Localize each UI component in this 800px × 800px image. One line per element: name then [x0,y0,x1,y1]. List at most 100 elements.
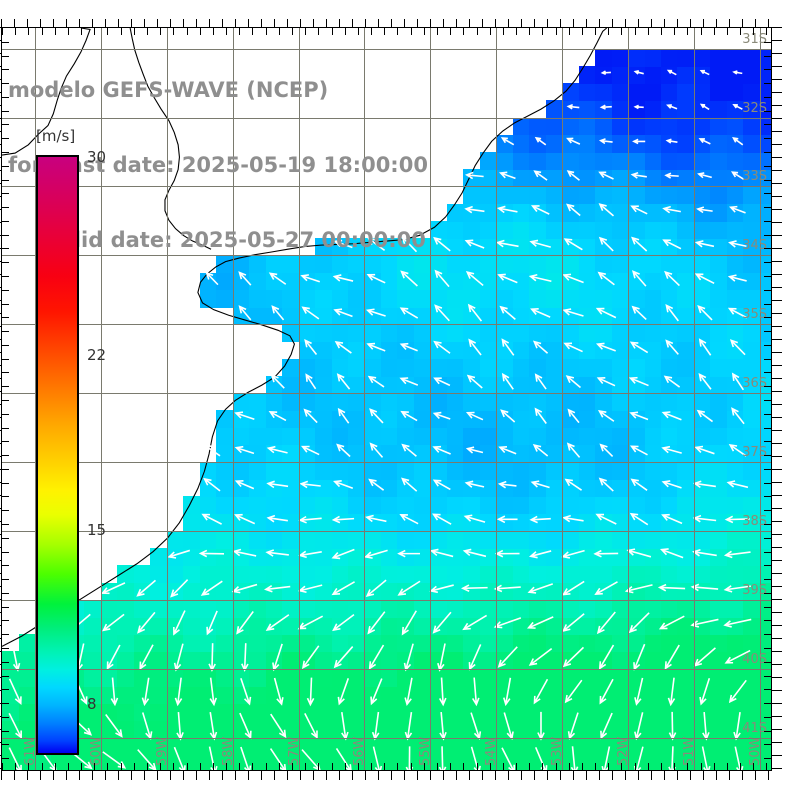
ruler-tick [772,404,782,405]
raster-cell [743,513,761,532]
raster-cell [348,599,366,618]
raster-cell [348,634,366,653]
raster-cell [183,651,201,670]
raster-cell [628,668,646,687]
raster-cell [743,152,761,170]
raster-cell [661,152,679,170]
raster-cell [282,513,300,532]
raster-cell [380,393,399,411]
raster-cell [380,703,399,721]
ruler-tick [144,19,145,28]
raster-cell [249,703,267,721]
raster-cell [578,324,596,343]
ruler-tick [339,19,340,28]
raster-cell [545,496,563,515]
raster-cell [710,496,728,515]
raster-cell [282,754,300,770]
raster-cell [430,307,448,325]
raster-cell [611,324,629,343]
raster-cell [150,634,168,653]
raster-cell [611,100,629,119]
raster-cell [216,685,234,704]
raster-cell [726,220,745,239]
raster-cell [661,307,679,325]
raster-cell [759,375,771,394]
raster-cell [677,685,695,704]
raster-cell [644,720,662,739]
raster-cell [413,651,432,670]
raster-cell [84,737,102,756]
raster-cell [693,375,712,394]
raster-cell [628,565,646,584]
raster-cell [743,668,761,687]
raster-cell [331,496,349,515]
raster-cell [199,651,217,670]
ruler-tick [352,19,353,28]
raster-cell [759,496,771,515]
raster-cell [265,393,283,411]
ruler-tick [772,118,782,119]
raster-cell [512,410,530,429]
raster-cell [611,754,629,770]
raster-cell [611,358,629,377]
raster-cell [463,444,481,463]
raster-cell [661,289,679,308]
raster-cell [166,651,184,670]
raster-cell [726,203,745,222]
raster-cell [644,169,662,188]
raster-cell [446,427,464,446]
raster-cell [644,117,662,136]
raster-cell [628,720,646,739]
raster-cell [512,737,530,756]
raster-cell [51,754,69,770]
raster-cell [413,393,432,411]
raster-cell [380,427,399,446]
raster-cell [759,737,771,756]
raster-cell [282,496,300,515]
raster-cell [430,496,448,515]
raster-cell [562,393,580,411]
raster-cell [743,220,761,239]
raster-cell [578,255,596,274]
raster-cell [348,703,366,721]
raster-cell [348,513,366,532]
raster-cell [661,203,679,222]
raster-cell [479,720,497,739]
raster-cell [710,393,728,411]
raster-cell [628,651,646,670]
ruler-tick [772,287,782,288]
raster-cell [710,255,728,274]
raster-cell [628,272,646,291]
raster-cell [595,358,613,377]
ruler-tick [183,19,184,28]
raster-cell [743,444,761,463]
raster-cell [364,754,382,770]
raster-cell [463,634,481,653]
ruler-tick [772,183,782,184]
raster-cell [759,548,771,566]
raster-cell [726,582,745,601]
ruler-tick [599,19,600,28]
raster-cell [644,462,662,480]
ruler-tick [79,771,80,780]
raster-cell [595,479,613,498]
raster-cell [677,289,695,308]
raster-cell [677,582,695,601]
raster-cell [628,83,646,101]
raster-cell [562,582,580,601]
raster-cell [479,703,497,721]
raster-cell [628,307,646,325]
raster-cell [282,444,300,463]
raster-cell [628,427,646,446]
ruler-tick [772,768,782,769]
raster-cell [331,444,349,463]
raster-cell [282,582,300,601]
raster-cell [380,720,399,739]
raster-cell [413,548,432,566]
raster-cell [726,410,745,429]
raster-cell [183,548,201,566]
raster-cell [661,238,679,256]
raster-cell [759,410,771,429]
raster-cell [726,341,745,360]
ruler-tick [378,771,379,780]
